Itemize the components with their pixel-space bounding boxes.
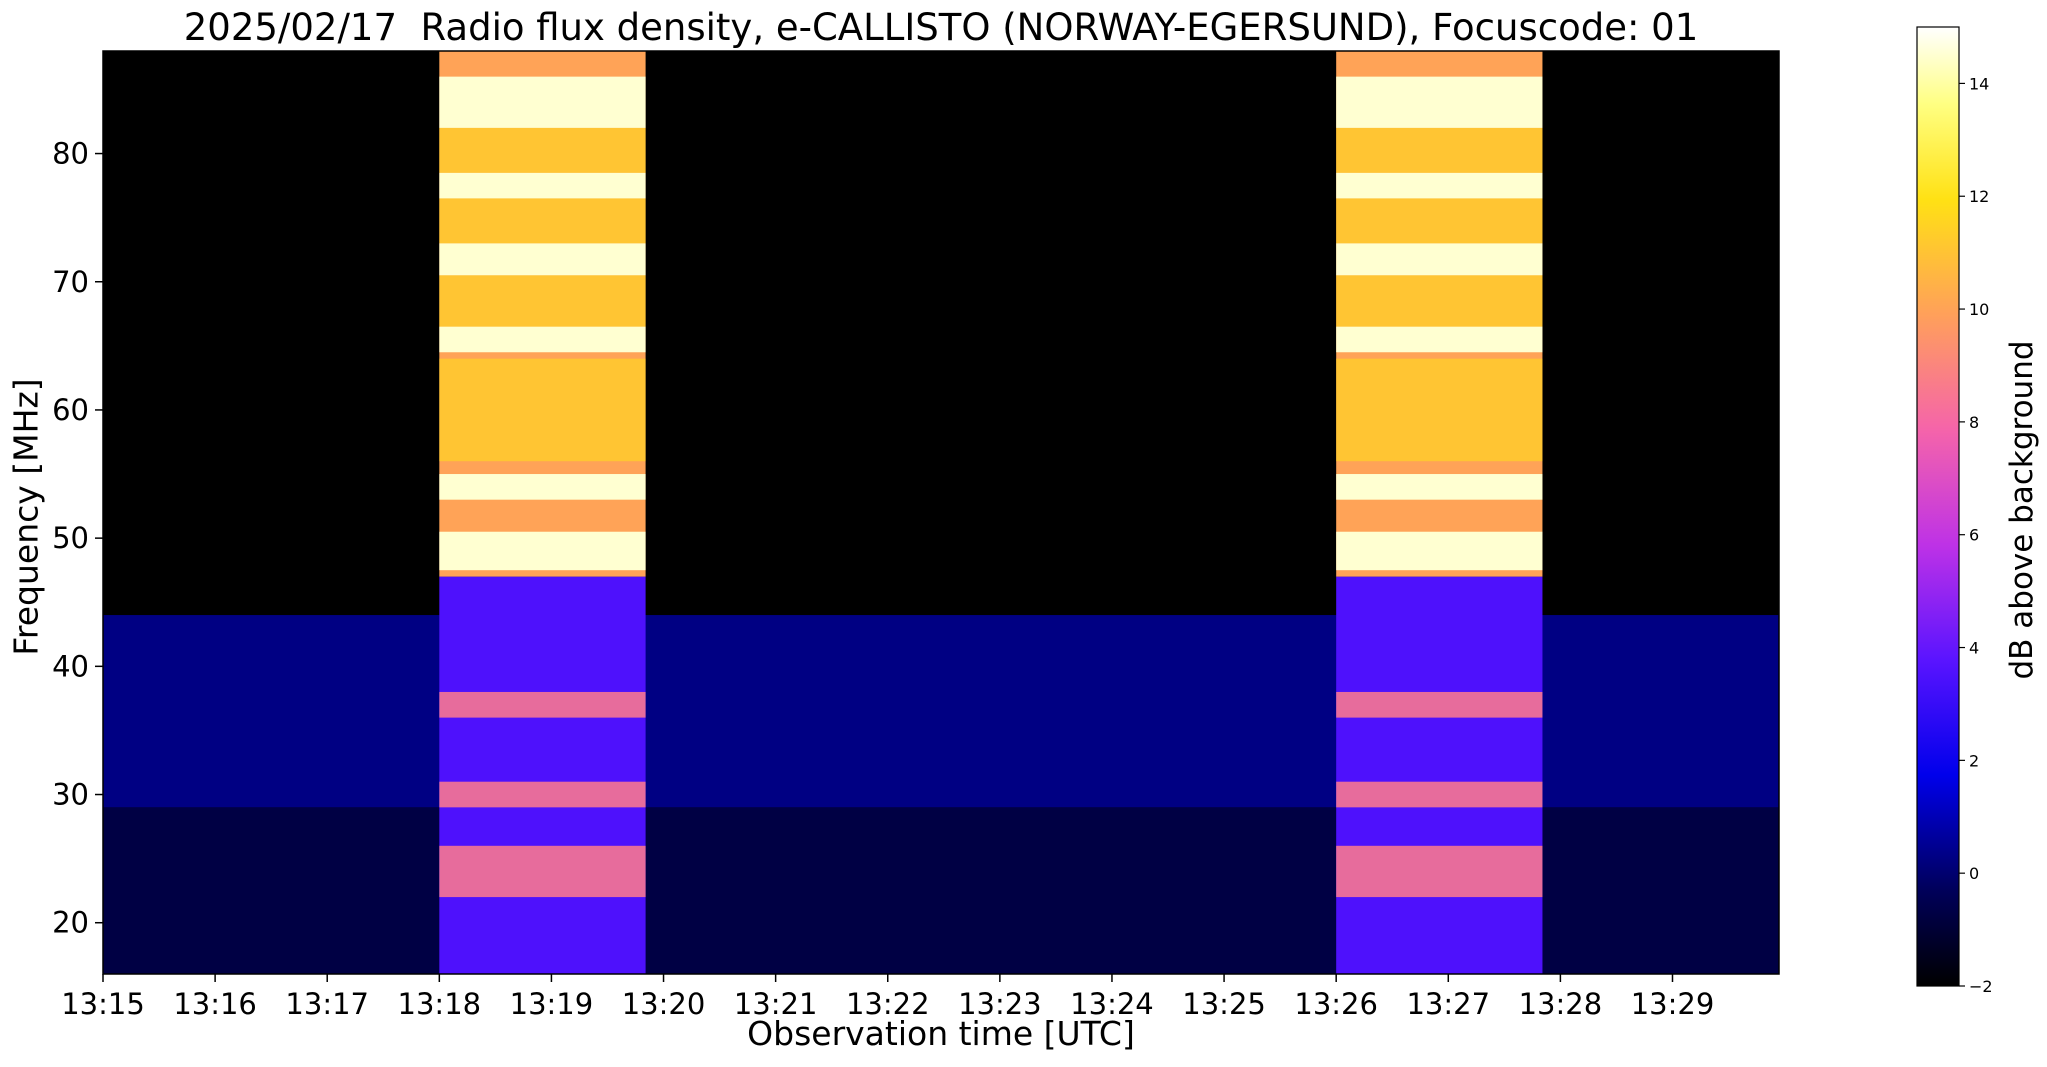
burst-bright-band xyxy=(439,474,646,500)
x-tick-label: 13:24 xyxy=(1070,987,1154,1021)
chart-title: 2025/02/17 Radio flux density, e-CALLIST… xyxy=(183,6,1699,49)
y-tick-label: 40 xyxy=(52,649,89,683)
colorbar-tick-label: 4 xyxy=(1969,639,1979,658)
y-tick-label: 80 xyxy=(52,137,89,171)
burst-low-region xyxy=(439,576,646,974)
y-tick-label: 50 xyxy=(52,521,89,555)
x-tick-label: 13:22 xyxy=(846,987,930,1021)
burst-bright-band xyxy=(1336,172,1543,199)
burst-bright-band xyxy=(439,326,646,353)
burst-bright-band xyxy=(439,243,646,276)
x-axis-label: Observation time [UTC] xyxy=(747,1014,1135,1053)
colorbar-tick-label: 6 xyxy=(1969,526,1979,545)
colorbar-tick-label: 0 xyxy=(1969,864,1979,883)
colorbar-tick-label: 8 xyxy=(1969,413,1979,432)
burst-low-band xyxy=(1336,845,1543,898)
burst-mid-band xyxy=(439,198,646,244)
burst-mid-band xyxy=(1336,198,1543,244)
colorbar-tick-label: 12 xyxy=(1969,187,1989,206)
burst-low-band xyxy=(439,781,646,808)
x-tick-label: 13:15 xyxy=(61,987,145,1021)
burst-low-band xyxy=(1336,691,1543,718)
x-tick-label: 13:28 xyxy=(1519,987,1603,1021)
burst-bright-band xyxy=(1336,243,1543,276)
y-tick-label: 20 xyxy=(52,906,89,940)
burst-bright-band xyxy=(439,172,646,199)
burst-bright-band xyxy=(1336,326,1543,353)
y-tick-label: 70 xyxy=(52,265,89,299)
colorbar-tick-label: 10 xyxy=(1969,300,1989,319)
plot-frame xyxy=(102,50,1780,975)
burst-bright-band xyxy=(1336,76,1543,128)
burst-low-region xyxy=(1336,576,1543,974)
x-tick-label: 13:25 xyxy=(1182,987,1266,1021)
colorbar-tick-label: 14 xyxy=(1969,74,1989,93)
burst-mid-band xyxy=(1336,275,1543,327)
x-tick-label: 13:18 xyxy=(398,987,482,1021)
burst-low-band xyxy=(1336,781,1543,808)
x-tick-label: 13:20 xyxy=(622,987,706,1021)
y-tick-label: 30 xyxy=(52,778,89,812)
burst-mid-band xyxy=(439,275,646,327)
burst-low-band xyxy=(439,691,646,718)
burst-mid-band xyxy=(439,127,646,173)
burst-bright-band xyxy=(439,76,646,128)
x-tick-label: 13:23 xyxy=(958,987,1042,1021)
burst-mid-band xyxy=(1336,358,1543,462)
x-tick-label: 13:27 xyxy=(1406,987,1490,1021)
y-tick-label: 60 xyxy=(52,393,89,427)
x-tick-label: 13:26 xyxy=(1294,987,1378,1021)
colorbar xyxy=(1916,26,1960,987)
x-tick-label: 13:19 xyxy=(510,987,594,1021)
x-tick-label: 13:29 xyxy=(1631,987,1715,1021)
x-tick-label: 13:17 xyxy=(285,987,369,1021)
x-tick-label: 13:21 xyxy=(734,987,818,1021)
burst-mid-band xyxy=(439,358,646,462)
colorbar-tick-label: −2 xyxy=(1969,977,1993,996)
colorbar-tick-label: 2 xyxy=(1969,751,1979,770)
burst-mid-band xyxy=(1336,127,1543,173)
burst-low-band xyxy=(439,845,646,898)
x-tick-label: 13:16 xyxy=(173,987,257,1021)
burst-bright-band xyxy=(1336,474,1543,500)
burst-bright-band xyxy=(439,531,646,571)
burst-bright-band xyxy=(1336,531,1543,571)
